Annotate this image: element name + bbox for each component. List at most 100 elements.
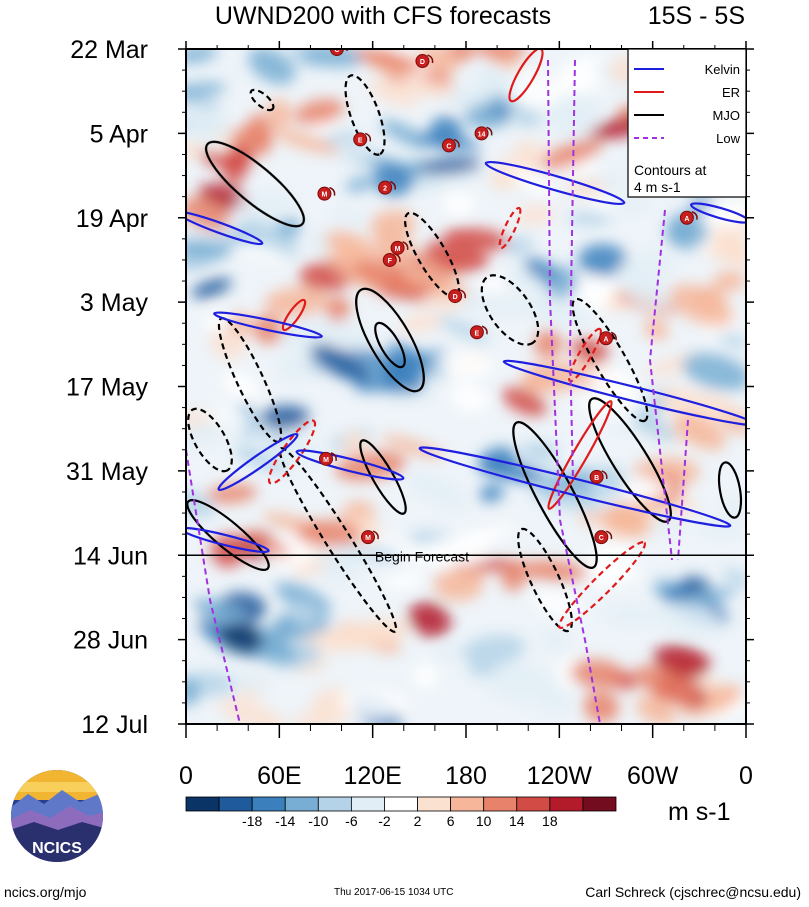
anomaly-blob [524,257,559,283]
colorbar-label: -6 [345,813,358,829]
anomaly-blob [381,355,426,394]
anomaly-blob [333,211,369,226]
anomaly-blob [305,317,375,350]
chart-subtitle: 15S - 5S [648,2,745,30]
storm-marker: C [441,138,460,153]
y-tick-label: 3 May [80,289,149,317]
anomaly-blob [291,601,316,628]
colorbar-label: 10 [476,813,492,829]
storm-marker: C [594,530,613,545]
anomaly-blob [531,590,584,618]
contour [295,449,405,481]
anomaly-blob [338,688,410,718]
anomaly-blob [190,598,246,624]
storm-marker: D [415,54,434,69]
anomaly-blob [504,236,534,256]
contour [187,407,233,473]
anomaly-blob [186,109,231,142]
legend-entry: Low [634,131,741,146]
anomaly-blob [399,313,445,333]
storm-marker-label: M [322,192,328,199]
x-tick-label: 60E [257,762,301,790]
contour [278,447,398,633]
y-tick-marks [178,48,754,725]
storm-marker: D [448,289,467,304]
anomaly-blob [302,49,365,68]
anomaly-blob [260,405,310,430]
colorbar-swatch [185,796,220,812]
legend-note-line-1: Contours at [634,162,706,178]
legend-label: MJO [713,108,740,123]
storm-marker: M [390,240,409,255]
anomaly-blob [224,144,254,170]
anomaly-blob [407,253,436,271]
anomaly-blob [506,166,556,197]
colorbar-swatch [284,796,319,812]
anomaly-blob [566,277,615,309]
contour [186,210,264,246]
colorbar-swatch [251,796,286,812]
x-tick-marks [185,41,747,738]
colorbar-swatch [516,796,551,812]
anomaly-blob [605,607,664,624]
anomaly-blob [570,659,624,688]
anomaly-blob [278,355,310,380]
anomaly-blob [354,49,423,71]
anomaly-blob [517,560,589,581]
anomaly-blob [643,318,669,340]
anomaly-blob [248,49,296,85]
storm-marker-label: E [475,330,480,337]
x-tick-label: 120E [343,762,401,790]
anomaly-blob [345,176,375,193]
colorbar [185,796,617,812]
anomaly-blob [247,113,273,148]
anomaly-blob [541,138,603,169]
storm-marker: A [599,331,617,346]
y-tick-label: 17 May [66,374,148,402]
anomaly-blob [679,684,743,717]
storm-marker: A [679,210,698,225]
anomaly-blob [291,641,318,658]
colorbar-swatch [350,796,385,812]
anomaly-blob [462,634,526,666]
anomaly-blob [479,484,504,502]
anomaly-blob [578,394,637,426]
anomaly-blob [677,587,738,605]
anomaly-blob [578,244,628,277]
anomaly-blob [723,568,746,587]
anomaly-blob [338,619,406,648]
legend-note-line-2: 4 m s-1 [634,179,681,195]
ncics-logo: NCICS [11,770,103,862]
contour [484,160,626,206]
anomaly-blob [701,519,743,536]
storm-marker: B [589,469,608,484]
anomaly-blob [369,209,416,241]
anomaly-blob [412,663,440,690]
contour [502,359,746,427]
anomaly-blob [531,489,603,509]
contour [186,449,241,724]
storm-marker: E [353,132,372,147]
footer-site-link[interactable]: ncics.org/mjo [4,884,87,900]
anomaly-blob [230,243,291,262]
anomaly-blob [516,204,555,226]
y-tick-label: 31 May [66,458,148,486]
legend-box [627,48,747,198]
contour [547,59,601,724]
y-tick-labels: 22 Mar 5 Apr 19 Apr 3 May 17 May 31 May 14 Jun… [66,36,148,739]
contour [344,74,386,156]
anomaly-blob [219,622,264,653]
y-tick-label: 14 Jun [73,542,148,570]
anomaly-blob [502,387,547,416]
anomaly-blob [620,274,675,310]
forecast-label: Begin Forecast [375,548,469,564]
anomaly-blob [421,535,488,568]
anomaly-blob [449,383,490,414]
anomaly-blob [656,601,722,636]
anomaly-blob [565,179,608,197]
anomaly-blob [264,286,328,318]
wind-anomaly-field [186,49,746,724]
contour [717,461,743,519]
